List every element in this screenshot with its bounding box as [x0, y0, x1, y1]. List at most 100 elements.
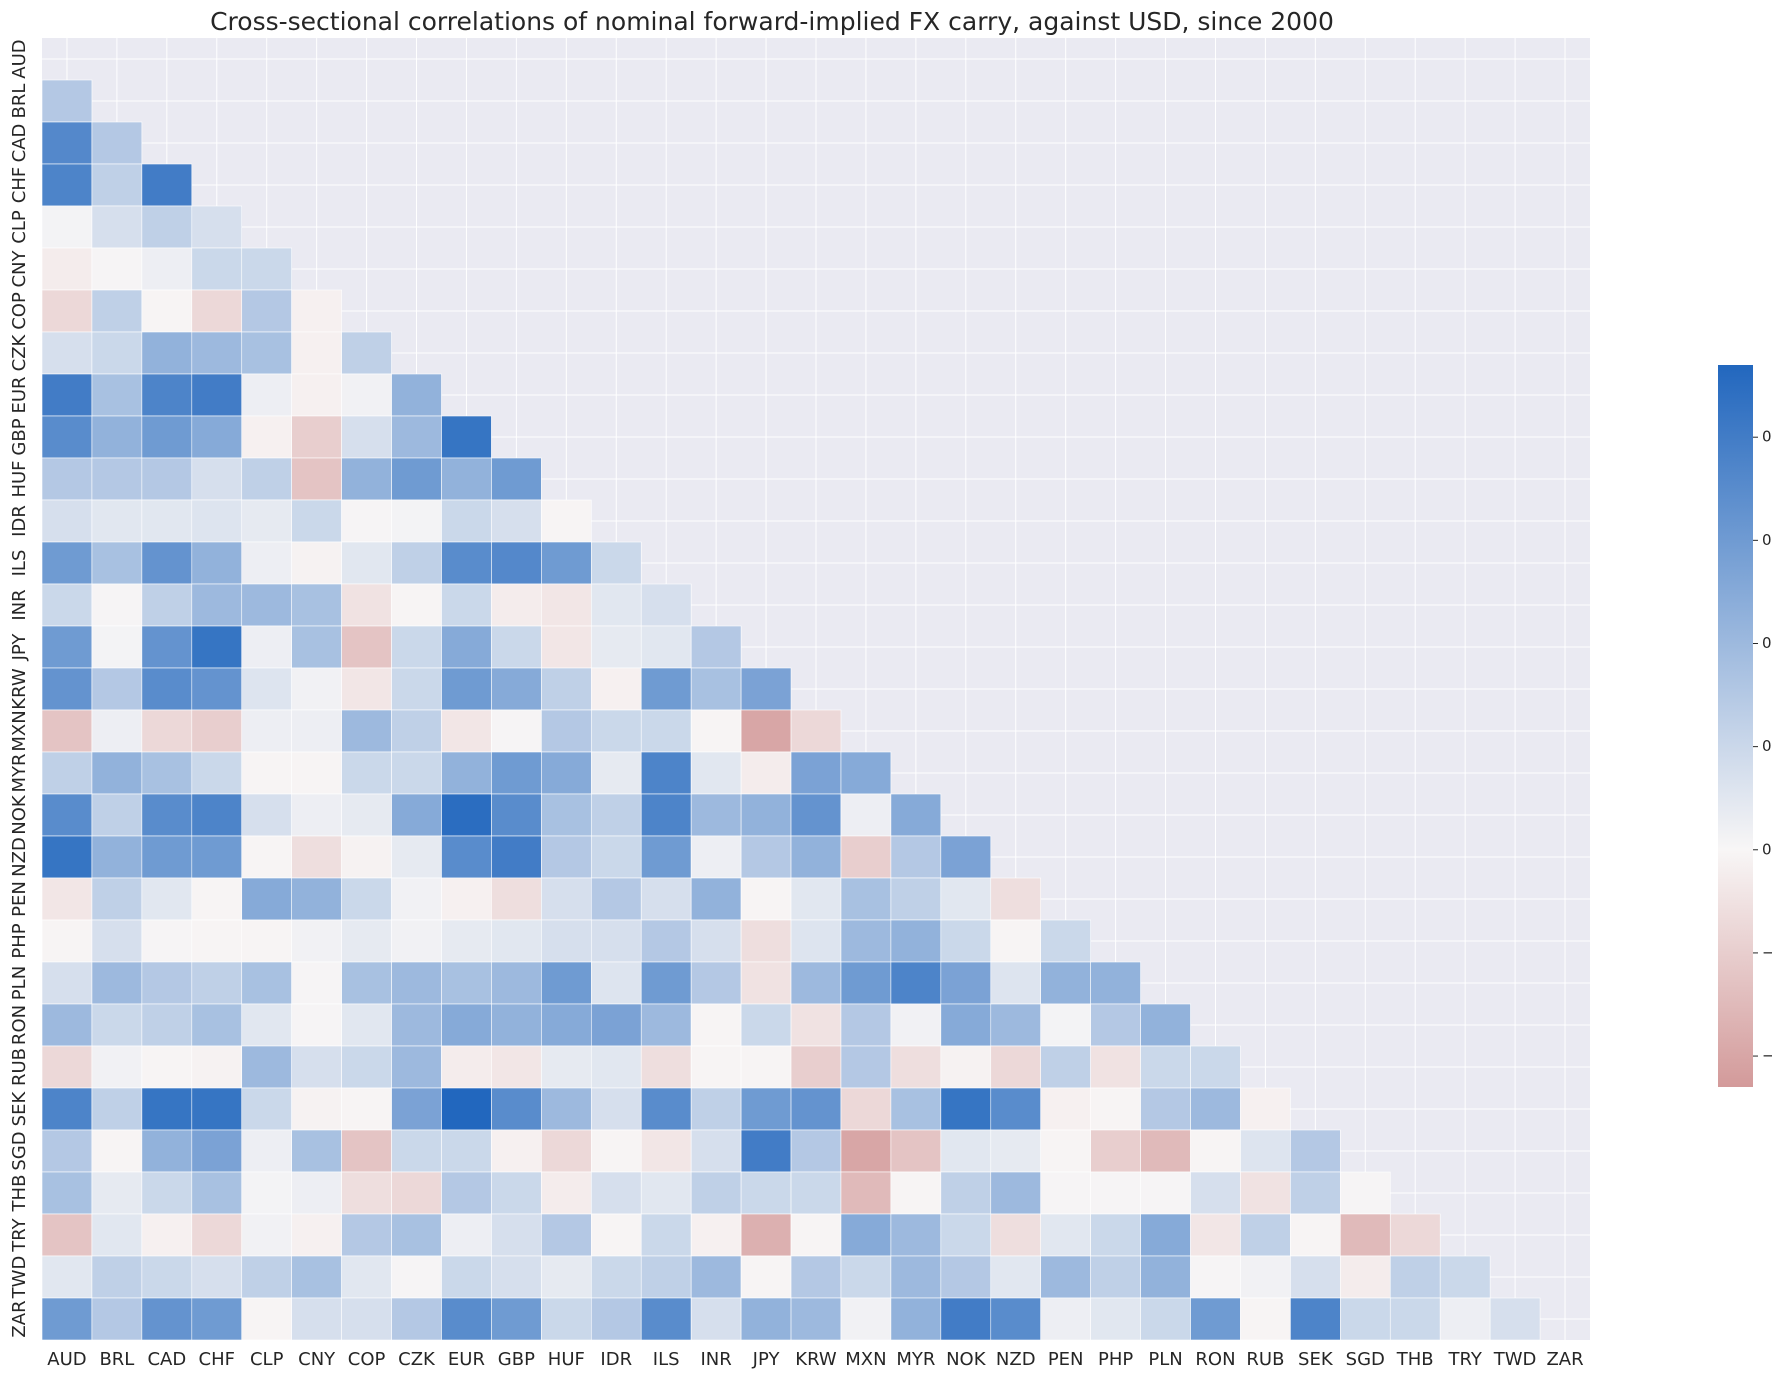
heatmap-cell-COP-BRL — [91, 289, 143, 333]
heatmap-cell-CZK-CHF — [191, 331, 243, 375]
heatmap-cell-TRY-PHP — [1090, 1213, 1141, 1257]
heatmap-cell-TRY-CZK — [391, 1213, 442, 1257]
heatmap-cell-NOK-HUF — [541, 793, 592, 837]
heatmap-cell-TWD-CAD — [141, 1255, 193, 1299]
heatmap-cell-GBP-COP — [341, 415, 392, 459]
heatmap-cell-CLP-AUD — [41, 205, 93, 249]
heatmap-cell-SGD-GBP — [491, 1129, 542, 1173]
heatmap-cell-THB-CAD — [141, 1171, 193, 1215]
heatmap-cell-RUB-CLP — [241, 1045, 292, 1089]
heatmap-cell-ILS-CLP — [241, 541, 292, 585]
heatmap-cell-COP-CHF — [191, 289, 243, 333]
heatmap-cell-IDR-GBP — [491, 499, 542, 543]
heatmap-cell-THB-CLP — [241, 1171, 292, 1215]
x-tick-label: MXN — [845, 1349, 886, 1370]
heatmap-cell-SEK-GBP — [491, 1087, 542, 1131]
heatmap-cell-JPY-HUF — [541, 625, 592, 669]
heatmap-cells — [41, 79, 1541, 1341]
heatmap-cell-SEK-CLP — [241, 1087, 292, 1131]
heatmap-cell-CNY-CAD — [141, 247, 193, 291]
heatmap-cell-SGD-SEK — [1290, 1129, 1341, 1173]
heatmap-cell-IDR-COP — [341, 499, 392, 543]
heatmap-cell-CHF-CAD — [141, 163, 193, 207]
heatmap-cell-RON-PEN — [1040, 1003, 1091, 1047]
heatmap-cell-THB-IDR — [590, 1171, 642, 1215]
heatmap-cell-PHP-HUF — [541, 919, 592, 963]
heatmap-cell-RUB-CAD — [141, 1045, 193, 1089]
heatmap-cell-KRW-INR — [690, 667, 742, 711]
y-tick-label: CAD — [9, 124, 30, 163]
heatmap-cell-INR-EUR — [441, 583, 492, 627]
heatmap-cell-SEK-CHF — [191, 1087, 243, 1131]
heatmap-cell-IDR-CNY — [291, 499, 342, 543]
heatmap-cell-NOK-CAD — [141, 793, 193, 837]
heatmap-cell-PHP-COP — [341, 919, 392, 963]
heatmap-cell-PLN-CNY — [291, 961, 342, 1005]
heatmap-cell-MXN-CAD — [141, 709, 193, 753]
heatmap-cell-RON-BRL — [91, 1003, 143, 1047]
x-tick-label: NOK — [946, 1349, 987, 1370]
heatmap-cell-SGD-RUB — [1240, 1129, 1291, 1173]
heatmap-cell-NZD-BRL — [91, 835, 143, 879]
heatmap-cell-RON-ILS — [640, 1003, 692, 1047]
heatmap-cell-PEN-HUF — [541, 877, 592, 921]
heatmap-cell-GBP-AUD — [41, 415, 93, 459]
heatmap-cell-HUF-CHF — [191, 457, 243, 501]
heatmap-cell-RUB-EUR — [441, 1045, 492, 1089]
heatmap-cell-THB-INR — [690, 1171, 742, 1215]
heatmap-cell-NZD-ILS — [640, 835, 692, 879]
heatmap-cell-PLN-PEN — [1040, 961, 1091, 1005]
heatmap-cell-SEK-RUB — [1240, 1087, 1291, 1131]
heatmap-cell-GBP-CHF — [191, 415, 243, 459]
heatmap-cell-PEN-CHF — [191, 877, 243, 921]
heatmap-cell-PHP-PEN — [1040, 919, 1091, 963]
heatmap-cell-THB-CNY — [291, 1171, 342, 1215]
heatmap-cell-THB-JPY — [740, 1171, 792, 1215]
heatmap-cell-NOK-MXN — [840, 793, 892, 837]
x-tick-label: INR — [700, 1349, 731, 1370]
heatmap-cell-SGD-INR — [690, 1129, 742, 1173]
heatmap-cell-SGD-NOK — [940, 1129, 992, 1173]
y-tick-label: KRW — [9, 668, 30, 710]
heatmap-cell-PEN-AUD — [41, 877, 93, 921]
y-tick-label: AUD — [9, 39, 30, 78]
heatmap-cell-RON-CNY — [291, 1003, 342, 1047]
y-tick-label: PHP — [9, 923, 30, 958]
heatmap-cell-PEN-CNY — [291, 877, 342, 921]
x-tick-label: SGD — [1346, 1349, 1385, 1370]
heatmap-cell-ZAR-PHP — [1090, 1297, 1141, 1341]
heatmap-cell-TWD-TRY — [1439, 1255, 1491, 1299]
y-tick-label: RON — [9, 1005, 30, 1045]
heatmap-cell-TWD-PHP — [1090, 1255, 1141, 1299]
heatmap-cell-RUB-ILS — [640, 1045, 692, 1089]
heatmap-cell-PEN-INR — [690, 877, 742, 921]
x-tick-labels: AUD BRL CAD CHF CLP CNY COP CZK EUR GBP HUF IDR ILS I… — [47, 1349, 1583, 1370]
heatmap-cell-TRY-INR — [690, 1213, 742, 1257]
heatmap-cell-THB-SEK — [1290, 1171, 1341, 1215]
heatmap-cell-TWD-CZK — [391, 1255, 442, 1299]
heatmap-cell-NZD-CNY — [291, 835, 342, 879]
heatmap-cell-RON-PHP — [1090, 1003, 1141, 1047]
heatmap-cell-ZAR-INR — [690, 1297, 742, 1341]
x-tick-label: SEK — [1298, 1349, 1334, 1370]
heatmap-cell-EUR-CNY — [291, 373, 342, 417]
heatmap-cell-PLN-EUR — [441, 961, 492, 1005]
heatmap-cell-PEN-EUR — [441, 877, 492, 921]
heatmap-cell-RUB-RON — [1190, 1045, 1241, 1089]
heatmap-cell-NZD-KRW — [790, 835, 842, 879]
heatmap-cell-GBP-CNY — [291, 415, 342, 459]
heatmap-cell-PEN-NZD — [990, 877, 1042, 921]
heatmap-cell-THB-ILS — [640, 1171, 692, 1215]
heatmap-cell-THB-CHF — [191, 1171, 243, 1215]
heatmap-cell-INR-AUD — [41, 583, 93, 627]
heatmap-cell-TWD-HUF — [541, 1255, 592, 1299]
heatmap-cell-JPY-AUD — [41, 625, 93, 669]
heatmap-cell-SEK-PHP — [1090, 1087, 1141, 1131]
heatmap-cell-PEN-CAD — [141, 877, 193, 921]
heatmap-cell-KRW-COP — [341, 667, 392, 711]
heatmap-cell-SGD-IDR — [590, 1129, 642, 1173]
heatmap-cell-SGD-COP — [341, 1129, 392, 1173]
heatmap-cell-PHP-CNY — [291, 919, 342, 963]
heatmap-cell-SGD-CAD — [141, 1129, 193, 1173]
heatmap-cell-RUB-NZD — [990, 1045, 1042, 1089]
